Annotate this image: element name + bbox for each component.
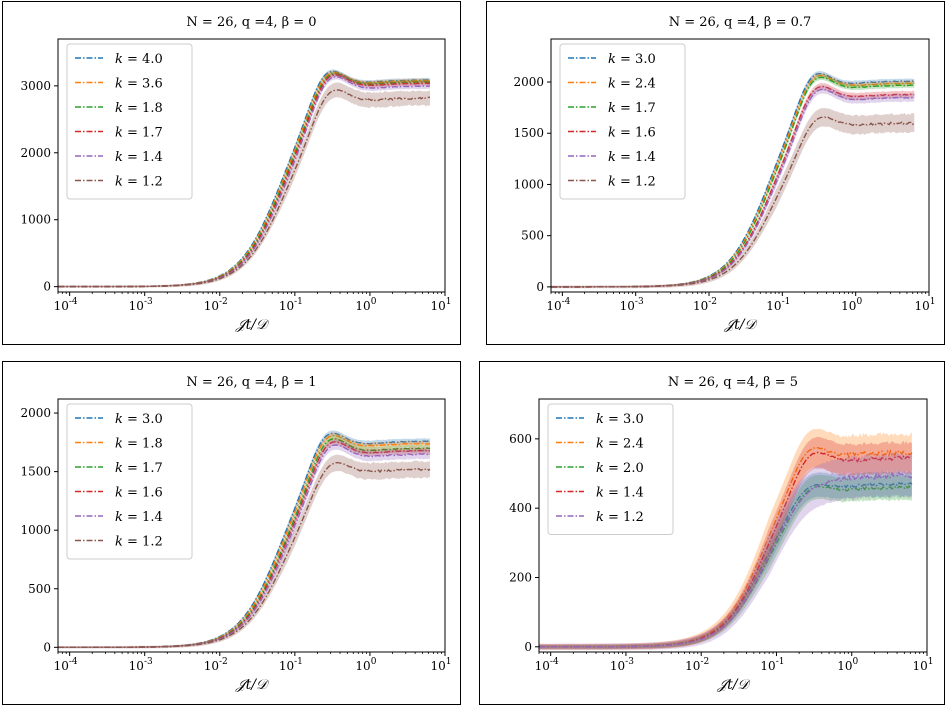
x-tick-label: 10-1 [760, 657, 784, 673]
legend-label: k = 4.0 [115, 52, 163, 67]
x-axis-label: 𝒥t/𝒟 [235, 317, 270, 333]
x-tick-label: 101 [430, 297, 451, 313]
y-tick-label: 0 [43, 640, 51, 654]
y-tick-label: 0 [536, 280, 544, 294]
series-band [58, 82, 431, 288]
series-line [539, 471, 913, 648]
legend-label: k = 3.6 [115, 77, 163, 92]
x-tick-label: 10-4 [546, 297, 570, 313]
legend-box [547, 403, 674, 535]
x-tick-label: 10-3 [129, 297, 153, 313]
series-line [551, 116, 915, 288]
legend-label: k = 1.2 [115, 535, 163, 550]
legend-label: k = 1.6 [608, 126, 656, 141]
chart-svg: N = 26, q =4, β = 5 0 200 400 600 10-4 10-3 10-… [509, 375, 933, 693]
series-band [58, 454, 431, 649]
y-tick-label: 2000 [20, 146, 51, 160]
series-band [539, 452, 912, 650]
legend-label: k = 1.2 [115, 175, 163, 190]
series-line [58, 89, 431, 288]
y-tick-label: 1000 [20, 523, 51, 537]
legend-label: k = 1.7 [115, 126, 163, 141]
y-tick-label: 600 [509, 432, 532, 446]
chart-title: N = 26, q =4, β = 0 [186, 15, 316, 30]
x-axis-label: 𝒥t/𝒟 [723, 317, 758, 333]
axes-frame [57, 398, 446, 653]
chart-title: N = 26, q =4, β = 0.7 [669, 15, 812, 30]
x-tick-label: 10-3 [620, 297, 644, 313]
series-band [539, 428, 912, 650]
series-band [551, 108, 915, 289]
x-tick-label: 10-2 [693, 297, 717, 313]
x-tick-label: 10-2 [685, 657, 709, 673]
x-tick-label: 10-4 [54, 657, 78, 673]
x-tick-label: 10-4 [535, 657, 559, 673]
x-tick-label: 101 [430, 657, 451, 673]
legend-label: k = 1.6 [115, 486, 163, 501]
legend-label: k = 1.7 [115, 461, 163, 476]
y-tick-label: 400 [509, 501, 532, 515]
x-tick-label: 100 [841, 297, 862, 313]
series-line [58, 462, 431, 648]
x-tick-label: 10-2 [204, 657, 228, 673]
legend-label: k = 1.4 [608, 150, 656, 165]
chart-panel-beta-5: N = 26, q =4, β = 5 0 200 400 600 10-4 10-3 10-… [479, 361, 945, 705]
y-tick-label: 2000 [513, 75, 544, 89]
y-tick-label: 1000 [513, 177, 544, 191]
legend-label: k = 1.8 [115, 437, 163, 452]
legend-label: k = 1.4 [596, 486, 644, 501]
legend-label: k = 2.0 [596, 461, 644, 476]
x-tick-label: 10-4 [54, 297, 78, 313]
y-tick-label: 200 [509, 570, 532, 584]
chart-title: N = 26, q =4, β = 5 [668, 375, 798, 390]
chart-svg: N = 26, q =4, β = 0.7 0 500 1000 1500 2000 10-… [513, 15, 935, 333]
x-tick-label: 10-2 [204, 297, 228, 313]
x-tick-label: 10-1 [766, 297, 790, 313]
axes-frame [57, 38, 446, 293]
legend-label: k = 1.7 [608, 101, 656, 116]
legend-label: k = 1.2 [608, 175, 656, 190]
legend-label: k = 2.4 [608, 77, 656, 92]
chart-svg: N = 26, q =4, β = 0 0 1000 2000 3000 10-4 10-3… [20, 15, 451, 333]
x-axis-label: 𝒥t/𝒟 [716, 677, 751, 693]
legend-label: k = 3.0 [115, 412, 163, 427]
y-tick-label: 0 [43, 280, 51, 294]
axes-frame [538, 398, 928, 653]
series-band [539, 474, 912, 649]
legend-label: k = 1.8 [115, 101, 163, 116]
chart-svg: N = 26, q =4, β = 1 0 500 1000 1500 2000 10-4 1… [20, 375, 451, 693]
x-tick-label: 10-3 [129, 657, 153, 673]
legend-label: k = 3.0 [596, 412, 644, 427]
legend-label: k = 3.0 [608, 52, 656, 67]
y-tick-label: 1500 [20, 465, 51, 479]
axes-frame [550, 38, 930, 293]
y-tick-label: 500 [521, 229, 544, 243]
legend-label: k = 1.4 [115, 510, 163, 525]
legend-label: k = 1.4 [115, 150, 163, 165]
x-tick-label: 10-3 [610, 657, 634, 673]
y-tick-label: 3000 [20, 79, 51, 93]
x-tick-label: 10-1 [279, 297, 303, 313]
x-tick-label: 10-1 [279, 657, 303, 673]
x-axis-label: 𝒥t/𝒟 [235, 677, 270, 693]
x-tick-label: 101 [914, 297, 935, 313]
y-tick-label: 1500 [513, 126, 544, 140]
chart-panel-beta-1: N = 26, q =4, β = 1 0 500 1000 1500 2000 10-4 1… [2, 361, 461, 705]
y-tick-label: 2000 [20, 406, 51, 420]
y-tick-label: 1000 [20, 213, 51, 227]
legend-label: k = 1.2 [596, 510, 644, 525]
legend-label: k = 2.4 [596, 437, 644, 452]
y-tick-label: 0 [524, 640, 532, 654]
x-tick-label: 100 [355, 297, 376, 313]
x-tick-label: 100 [355, 657, 376, 673]
chart-panel-beta-0: N = 26, q =4, β = 0 0 1000 2000 3000 10-4 10-3… [2, 1, 461, 345]
y-tick-label: 500 [28, 582, 51, 596]
x-tick-label: 101 [912, 657, 933, 673]
chart-panel-beta-0.7: N = 26, q =4, β = 0.7 0 500 1000 1500 2000 10-… [486, 1, 945, 345]
chart-title: N = 26, q =4, β = 1 [186, 375, 316, 390]
x-tick-label: 100 [837, 657, 858, 673]
